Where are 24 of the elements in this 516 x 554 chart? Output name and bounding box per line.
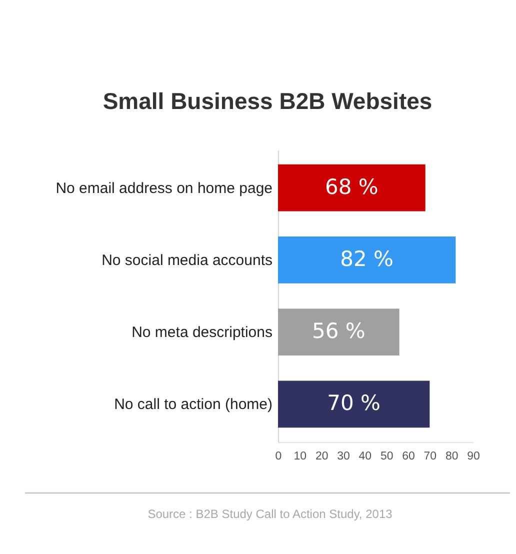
x-tick-label: 80 (445, 450, 458, 462)
y-tick-label: No meta descriptions (132, 324, 272, 342)
y-tick-label: No email address on home page (56, 180, 272, 197)
x-tick-label: 70 (424, 450, 437, 462)
y-tick-label: No call to action (home) (114, 396, 272, 414)
data-label: 56 % (312, 319, 366, 344)
x-tick-label: 40 (358, 450, 372, 462)
x-tick-label: 90 (467, 450, 480, 462)
y-tick-label: No social media accounts (102, 252, 272, 269)
x-tick-label: 0 (275, 450, 282, 462)
data-label: 70 % (327, 391, 381, 416)
source-note: Source : B2B Study Call to Action Study, 2013 (148, 507, 393, 521)
x-tick-label: 20 (315, 450, 328, 462)
chart-title: Small Business B2B Websites (102, 88, 432, 114)
x-tick-label: 30 (337, 450, 350, 462)
bar (278, 380, 430, 428)
bar (278, 308, 400, 356)
x-tick-label: 50 (380, 450, 394, 462)
x-tick-label: 60 (402, 450, 415, 462)
bar (278, 164, 426, 212)
data-label: 82 % (340, 246, 394, 271)
x-tick-label: 10 (294, 450, 307, 462)
data-label: 68 % (324, 174, 378, 199)
bar (278, 236, 456, 284)
